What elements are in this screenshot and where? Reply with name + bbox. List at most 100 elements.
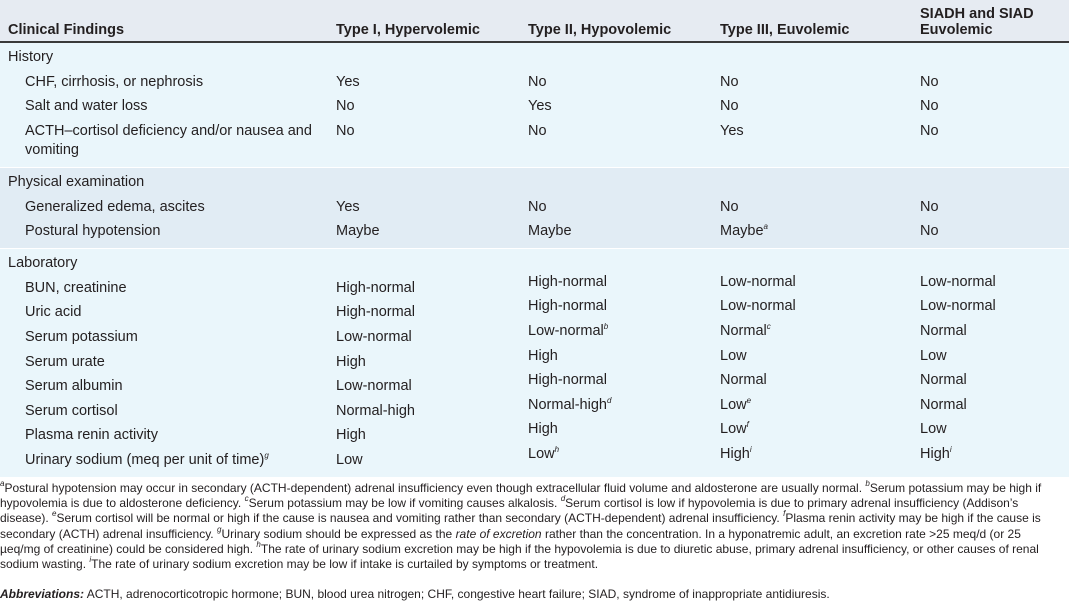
table-cell: High: [528, 347, 720, 366]
footnote: aPostural hypotension may occur in secon…: [0, 479, 866, 495]
table-cell: High-normal: [528, 371, 720, 390]
cell-text: No: [920, 198, 939, 215]
table-section: History CHF, cirrhosis, or nephrosis Yes No…: [0, 43, 1069, 167]
table-cell: Normalc: [720, 322, 920, 341]
table-cell: High: [528, 420, 720, 439]
cell-text: Urinary sodium (meq per unit of time): [25, 451, 265, 468]
table-section: Laboratory BUN, creatinine High-normal High…: [0, 248, 1069, 477]
table-row: Urinary sodium (meq per unit of time)g Lo…: [0, 445, 1069, 473]
table-cell: Highi: [920, 445, 1069, 464]
footnotes: aPostural hypotension may occur in secon…: [0, 477, 1069, 573]
footnote-marker: d: [606, 395, 612, 405]
cell-text: Maybe: [528, 223, 572, 240]
cell-text: Postural hypotension: [25, 223, 161, 240]
cell-text: No: [720, 198, 739, 215]
footnote-text: Serum potassium may be low if vomiting c…: [248, 496, 561, 511]
footnote-text: Serum cortisol is low if hypovolemia is …: [0, 496, 1019, 526]
cell-text: High: [528, 421, 558, 438]
table-cell: No: [336, 97, 528, 116]
table-cell: Low-normal: [920, 297, 1069, 316]
cell-text: Normal: [920, 322, 967, 339]
table-cell: No: [528, 198, 720, 217]
cell-text: Low: [720, 421, 747, 438]
findings-table: Clinical Findings Type I, Hypervolemic Typ…: [0, 0, 1069, 477]
footnote-letter: f: [783, 509, 786, 519]
table-cell: Low-normal: [336, 377, 528, 396]
table-cell: No: [920, 222, 1069, 241]
table-header: Clinical Findings Type I, Hypervolemic Typ…: [0, 0, 1069, 43]
table-cell: High-normal: [336, 279, 528, 298]
column-header: SIADH and SIAD Euvolemic: [920, 6, 1034, 38]
cell-text: Plasma renin activity: [25, 427, 158, 444]
cell-text: CHF, cirrhosis, or nephrosis: [25, 73, 204, 90]
cell-text: Low-normal: [336, 378, 412, 395]
table-cell: Serum cortisol: [0, 402, 336, 421]
table-cell: Maybe: [336, 222, 528, 241]
table-cell: Uric acid: [0, 303, 336, 322]
table-cell: High: [336, 353, 528, 372]
table-row: Uric acid High-normal High-normal Low-norma…: [0, 298, 1069, 326]
table-cell: Low-normalb: [528, 322, 720, 341]
footnote-text: Plasma renin activity may be high if the…: [0, 511, 1041, 541]
footnote-letter: e: [52, 509, 57, 519]
footnote-text: The rate of urinary sodium excretion may…: [0, 541, 1039, 572]
cell-text: BUN, creatinine: [25, 279, 127, 296]
footnote-text: Serum potassium may be high if hypovolem…: [0, 480, 1042, 511]
table-cell: No: [920, 73, 1069, 92]
table-cell: Normal-high: [336, 402, 528, 421]
footnote: dSerum cortisol is low if hypovolemia is…: [0, 495, 1019, 526]
footnote-marker: g: [264, 450, 269, 460]
table-cell: Normal: [920, 396, 1069, 415]
table-cell: Normal: [920, 371, 1069, 390]
table-cell: Plasma renin activity: [0, 426, 336, 445]
cell-text: No: [336, 122, 355, 139]
table-cell: High-normal: [336, 303, 528, 322]
section-label: Laboratory: [8, 254, 78, 271]
cell-text: No: [720, 73, 739, 90]
cell-text: Normal-high: [528, 396, 607, 413]
table-cell: Low-normal: [720, 273, 920, 292]
footnote-marker: e: [746, 395, 752, 405]
section-label: Physical examination: [8, 173, 145, 190]
footnote-letter: c: [244, 494, 249, 504]
cell-text: Low: [528, 445, 555, 462]
cell-text: Yes: [528, 98, 552, 115]
table-cell: BUN, creatinine: [0, 279, 336, 298]
cell-text: No: [720, 98, 739, 115]
cell-text: Maybe: [720, 223, 764, 240]
footnote-letter: i: [89, 555, 92, 565]
cell-text: High: [528, 347, 558, 364]
footnote-text: rather than the concentration. In a hypo…: [0, 526, 1021, 556]
table-cell: Low: [336, 451, 528, 470]
table-cell: Low: [920, 420, 1069, 439]
footnote: h The rate of urinary sodium excretion ma…: [0, 540, 1039, 572]
cell-text: Serum cortisol: [25, 402, 118, 419]
table-cell: No: [920, 122, 1069, 160]
footnote-emphasis: rate of excretion: [455, 526, 542, 541]
cell-text: Low: [720, 396, 747, 413]
cell-text: Serum albumin: [25, 378, 123, 395]
cell-text: High-normal: [528, 372, 607, 389]
table-cell: Lowe: [720, 396, 920, 415]
table-cell: High: [336, 426, 528, 445]
table-cell: Low-normal: [720, 297, 920, 316]
footnote-text: Urinary sodium should be expressed as th…: [221, 526, 456, 541]
footnote-marker: c: [766, 321, 771, 331]
cell-text: High-normal: [528, 298, 607, 315]
table-cell: No: [920, 97, 1069, 116]
footnote-marker: b: [603, 321, 609, 331]
footnote: gUrinary sodium should be expressed as t…: [0, 525, 1021, 556]
column-header: Type I, Hypervolemic: [336, 22, 480, 38]
table-cell: No: [528, 73, 720, 92]
cell-text: High: [920, 445, 950, 462]
footnote: iThe rate of urinary sodium excretion ma…: [89, 555, 598, 572]
cell-text: Low-normal: [720, 298, 796, 315]
footnote-marker: a: [763, 222, 768, 232]
cell-text: Low: [920, 421, 947, 438]
abbreviations-label: Abbreviations:: [0, 586, 85, 601]
table-cell: Yes: [720, 122, 920, 160]
footnote-text: Postural hypotension may occur in second…: [4, 480, 866, 495]
table-cell: CHF, cirrhosis, or nephrosis: [0, 73, 336, 92]
table-cell: Lowh: [528, 445, 720, 464]
table-cell: No: [720, 73, 920, 92]
